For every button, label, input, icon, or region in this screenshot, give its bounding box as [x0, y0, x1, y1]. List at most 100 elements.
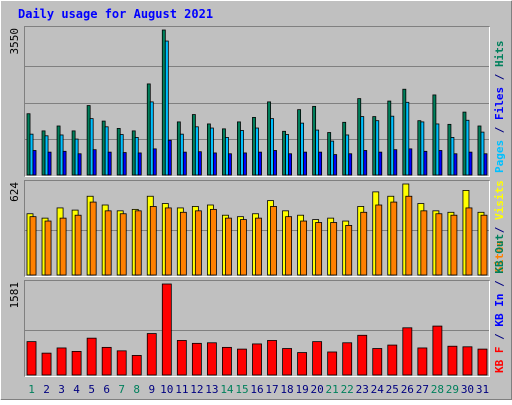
- bar-hits-files-day-20: [315, 129, 320, 176]
- bar-hits-files-day-26: [405, 101, 410, 176]
- day-label-15: 15: [235, 383, 248, 396]
- bar-kbytes-kb-f-day-5: [86, 337, 97, 376]
- bar-visits-sites-day-24: [375, 204, 383, 276]
- bar-hits-pages-day-23: [363, 150, 368, 176]
- bar-hits-files-day-16: [255, 127, 259, 176]
- bar-hits-pages-day-7: [122, 152, 127, 176]
- bar-kbytes-kb-f-day-26: [402, 327, 413, 376]
- bar-hits-pages-day-20: [318, 151, 323, 176]
- bar-hits-hits-day-26: [402, 88, 407, 176]
- bar-hits-hits-day-14: [222, 128, 226, 176]
- bar-visits-sites-day-2: [44, 220, 52, 276]
- bar-visits-sites-day-20: [315, 222, 323, 276]
- bar-hits-hits-day-2: [41, 130, 46, 176]
- bar-kbytes-kb-f-day-25: [387, 344, 398, 376]
- day-label-5: 5: [88, 383, 95, 396]
- bar-hits-pages-day-1: [32, 150, 37, 176]
- day-label-28: 28: [431, 383, 444, 396]
- panel-kbytes-legend: KB F / KB In / KB Out: [493, 234, 506, 373]
- bar-hits-files-day-19: [300, 122, 305, 176]
- day-label-6: 6: [103, 383, 110, 396]
- bar-kbytes-kb-f-day-18: [282, 348, 292, 376]
- bar-kbytes-kb-f-day-30: [462, 346, 473, 376]
- bar-visits-sites-day-14: [225, 217, 232, 276]
- panel-kbytes-legend-item-3: /: [493, 274, 506, 294]
- panel-hits-border-light: [25, 27, 490, 177]
- bar-hits-pages-day-22: [348, 153, 353, 176]
- bar-hits-pages-day-13: [212, 152, 217, 176]
- bar-visits-sites-day-15: [240, 219, 247, 276]
- bar-visits-sites-day-8: [134, 210, 142, 276]
- panel-kbytes-border-dark: [24, 280, 490, 377]
- bar-hits-pages-day-31: [483, 153, 488, 176]
- panel-hits-legend-item-1: /: [493, 120, 506, 140]
- panel-hits-max-label: 3550: [8, 28, 21, 55]
- bar-hits-hits-day-20: [312, 105, 317, 176]
- bar-kbytes-kb-f-day-1: [26, 341, 37, 376]
- bar-hits-files-day-9: [149, 101, 154, 176]
- day-label-16: 16: [250, 383, 263, 396]
- bar-visits-sites-day-25: [390, 201, 398, 276]
- bar-hits-files-day-17: [270, 118, 274, 176]
- bar-hits-pages-day-30: [468, 151, 473, 176]
- day-label-10: 10: [160, 383, 173, 396]
- day-label-11: 11: [175, 383, 188, 396]
- panel-kbytes-legend-item-4: KB Out: [493, 234, 506, 274]
- bar-hits-hits-day-6: [101, 120, 106, 176]
- bar-hits-pages-day-2: [47, 151, 52, 176]
- bar-visits-sites-day-13: [209, 208, 217, 276]
- bar-hits-files-day-31: [480, 131, 485, 176]
- panel-kbytes-legend-item-1: /: [493, 327, 506, 347]
- bar-hits-files-day-18: [285, 134, 289, 176]
- bar-kbytes-kb-f-day-28: [432, 325, 443, 376]
- bar-kbytes-kb-f-day-21: [327, 351, 338, 376]
- bar-visits-sites-day-27: [420, 210, 428, 276]
- panel-visits-legend-item-2: Visits: [493, 180, 506, 220]
- bar-hits-files-day-15: [240, 130, 244, 176]
- bar-hits-pages-day-11: [182, 151, 187, 176]
- bar-hits-hits-day-25: [387, 100, 392, 176]
- bar-kbytes-kb-f-day-6: [101, 346, 112, 376]
- bar-hits-hits-day-27: [417, 120, 422, 176]
- day-label-1: 1: [28, 383, 35, 396]
- day-label-14: 14: [220, 383, 234, 396]
- bar-visits-sites-day-12: [194, 210, 202, 276]
- panel-hits-border-dark: [24, 26, 490, 177]
- bar-hits-hits-day-30: [462, 111, 467, 176]
- day-label-3: 3: [58, 383, 65, 396]
- bar-hits-files-day-14: [225, 137, 229, 176]
- bar-hits-files-day-6: [104, 126, 109, 176]
- bar-visits-sites-day-21: [330, 222, 338, 276]
- panel-visits-border-light: [25, 181, 490, 277]
- day-label-4: 4: [73, 383, 80, 396]
- day-label-20: 20: [311, 383, 324, 396]
- bar-hits-hits-day-3: [56, 125, 61, 176]
- bar-visits-sites-day-31: [480, 214, 488, 276]
- day-label-19: 19: [295, 383, 308, 396]
- day-label-2: 2: [43, 383, 50, 396]
- bar-hits-pages-day-12: [197, 151, 202, 176]
- bar-hits-files-day-5: [89, 118, 94, 176]
- bar-hits-hits-day-22: [342, 121, 347, 176]
- bar-kbytes-kb-f-day-29: [447, 345, 458, 376]
- bar-visits-sites-day-9: [149, 206, 157, 276]
- bar-visits-sites-day-17: [270, 206, 277, 276]
- bar-hits-files-day-8: [134, 137, 139, 176]
- panel-visits-legend-item-1: /: [493, 220, 506, 240]
- bar-kbytes-kb-f-day-7: [116, 350, 127, 376]
- bar-hits-files-day-2: [44, 135, 49, 176]
- panel-visits-border-dark: [24, 180, 490, 277]
- bar-visits-sites-day-28: [435, 213, 443, 276]
- bar-visits-sites-day-1: [29, 216, 37, 276]
- bar-hits-files-day-23: [360, 116, 365, 176]
- bar-visits-sites-day-3: [59, 217, 67, 276]
- bar-hits-pages-day-3: [62, 150, 67, 176]
- bar-kbytes-kb-f-day-2: [41, 352, 52, 376]
- bar-kbytes-kb-f-day-20: [312, 341, 323, 376]
- bar-hits-hits-day-29: [447, 123, 452, 176]
- bar-hits-pages-day-27: [423, 150, 428, 176]
- bar-kbytes-kb-f-day-10: [161, 283, 172, 376]
- bar-hits-files-day-10: [164, 40, 169, 176]
- bar-hits-pages-day-17: [273, 150, 277, 176]
- bar-visits-sites-day-18: [285, 216, 292, 276]
